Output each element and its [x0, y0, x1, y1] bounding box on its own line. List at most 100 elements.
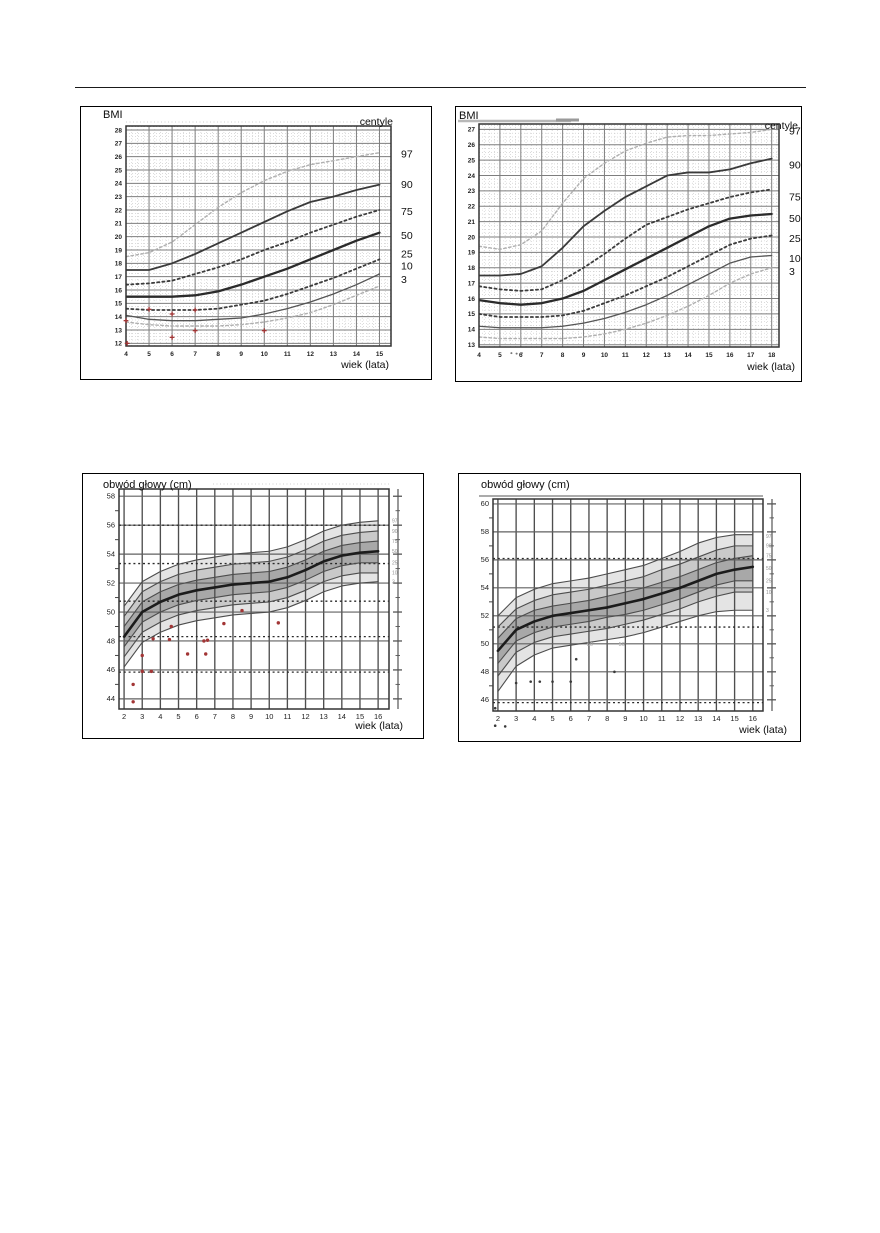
svg-text:50: 50 — [766, 566, 772, 572]
svg-text:97: 97 — [766, 534, 772, 540]
svg-text:90: 90 — [789, 159, 801, 171]
chart-title: BMI — [103, 109, 123, 121]
svg-text:11: 11 — [284, 351, 291, 358]
svg-text:23: 23 — [468, 188, 476, 195]
x-axis-label: wiek (lata) — [747, 361, 795, 373]
x-axis-label: wiek (lata) — [739, 724, 787, 736]
svg-text:6: 6 — [519, 352, 523, 359]
svg-text:90: 90 — [392, 529, 398, 535]
svg-text:8: 8 — [561, 352, 565, 359]
svg-text:10: 10 — [261, 351, 269, 358]
svg-text:8: 8 — [216, 351, 220, 358]
svg-text:3: 3 — [392, 579, 395, 585]
svg-text:3: 3 — [140, 712, 144, 721]
svg-text:4: 4 — [124, 351, 128, 358]
svg-text:15: 15 — [730, 714, 738, 723]
svg-text:54: 54 — [481, 583, 489, 592]
svg-text:27: 27 — [115, 141, 123, 148]
svg-text:13: 13 — [664, 352, 672, 359]
svg-text:58: 58 — [481, 527, 489, 536]
svg-text:46: 46 — [481, 695, 489, 704]
svg-text:18: 18 — [468, 265, 476, 272]
svg-text:17: 17 — [747, 352, 755, 359]
svg-text:56: 56 — [481, 555, 489, 564]
svg-text:16: 16 — [749, 714, 757, 723]
chart-title: obwód głowy (cm) — [103, 479, 192, 491]
svg-text:2: 2 — [122, 712, 126, 721]
chart-title: obwód głowy (cm) — [481, 479, 570, 491]
svg-text:25: 25 — [401, 249, 413, 261]
svg-text:52: 52 — [107, 578, 115, 587]
svg-text:7: 7 — [213, 712, 217, 721]
svg-text:15: 15 — [705, 352, 713, 359]
svg-text:3: 3 — [766, 608, 769, 614]
svg-text:12: 12 — [115, 341, 123, 348]
svg-text:6: 6 — [569, 714, 573, 723]
svg-text:7: 7 — [587, 714, 591, 723]
svg-text:4: 4 — [532, 714, 536, 723]
svg-text:15: 15 — [115, 301, 123, 308]
svg-text:44: 44 — [107, 694, 115, 703]
svg-text:4: 4 — [477, 352, 481, 359]
svg-text:50: 50 — [401, 230, 413, 242]
svg-text:52: 52 — [481, 611, 489, 620]
x-axis-label: wiek (lata) — [341, 359, 389, 371]
svg-text:7: 7 — [540, 352, 544, 359]
svg-text:3: 3 — [401, 274, 407, 286]
svg-text:2: 2 — [496, 714, 500, 723]
svg-text:20: 20 — [468, 234, 476, 241]
svg-text:22: 22 — [468, 204, 476, 211]
svg-text:90: 90 — [766, 544, 772, 550]
svg-text:50: 50 — [481, 639, 489, 648]
svg-text:13: 13 — [694, 714, 702, 723]
svg-text:75: 75 — [392, 539, 398, 545]
svg-text:3: 3 — [514, 714, 518, 723]
svg-text:9: 9 — [582, 352, 586, 359]
svg-text:17: 17 — [115, 274, 123, 281]
svg-text:24: 24 — [115, 181, 123, 188]
svg-text:23: 23 — [115, 194, 123, 201]
svg-text:25: 25 — [468, 157, 476, 164]
svg-text:16: 16 — [468, 296, 476, 303]
svg-text:75: 75 — [766, 553, 772, 559]
svg-text:10: 10 — [401, 261, 413, 273]
svg-text:25: 25 — [115, 167, 123, 174]
svg-text:16: 16 — [374, 712, 382, 721]
svg-text:48: 48 — [481, 667, 489, 676]
svg-text:3: 3 — [789, 266, 795, 278]
svg-text:11: 11 — [283, 712, 291, 721]
svg-text:10: 10 — [265, 712, 273, 721]
svg-text:12: 12 — [676, 714, 684, 723]
svg-text:5: 5 — [498, 352, 502, 359]
svg-text:13: 13 — [320, 712, 328, 721]
svg-text:46: 46 — [107, 665, 115, 674]
svg-text:14: 14 — [684, 352, 692, 359]
svg-text:58: 58 — [107, 492, 115, 501]
svg-text:54: 54 — [107, 549, 115, 558]
svg-text:10: 10 — [766, 590, 772, 596]
svg-text:16: 16 — [726, 352, 734, 359]
svg-text:10: 10 — [639, 714, 647, 723]
svg-text:12: 12 — [301, 712, 309, 721]
svg-text:20: 20 — [115, 234, 123, 241]
svg-text:26: 26 — [115, 154, 123, 161]
svg-text:13: 13 — [115, 327, 123, 334]
chart-bmi-left: 12 13 14 15 16 17 18 19 20 21 22 23 24 25 26 27 28 4 5 6 7 8 9… — [80, 106, 432, 380]
svg-text:50: 50 — [619, 642, 625, 648]
svg-text:90: 90 — [401, 179, 413, 191]
chart-head-circumference-left: 44 46 48 50 52 54 56 58 2 3 4 5 6 7 8 9 10 11 12 13 14 15 16 97… — [82, 473, 424, 739]
svg-text:13: 13 — [330, 351, 338, 358]
bmi-left-plot-canvas: 12 13 14 15 16 17 18 19 20 21 22 23 24 25 26 27 28 4 5 6 7 8 9… — [115, 121, 413, 358]
svg-text:6: 6 — [195, 712, 199, 721]
x-axis-label: wiek (lata) — [355, 720, 403, 732]
svg-text:50: 50 — [107, 607, 115, 616]
svg-text:14: 14 — [353, 351, 361, 358]
svg-text:12: 12 — [643, 352, 651, 359]
svg-text:9: 9 — [239, 351, 243, 358]
svg-text:97: 97 — [392, 519, 398, 525]
svg-text:14: 14 — [115, 314, 123, 321]
svg-text:14: 14 — [712, 714, 720, 723]
svg-text:25: 25 — [789, 233, 801, 245]
chart-title: BMI — [459, 110, 479, 122]
